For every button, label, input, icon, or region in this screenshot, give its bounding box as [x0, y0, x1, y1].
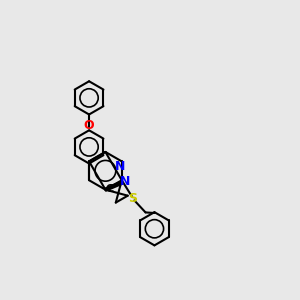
Text: N: N [115, 160, 125, 173]
Text: S: S [128, 192, 137, 205]
Text: N: N [120, 175, 130, 188]
Text: O: O [84, 119, 94, 132]
Text: C: C [106, 184, 114, 194]
